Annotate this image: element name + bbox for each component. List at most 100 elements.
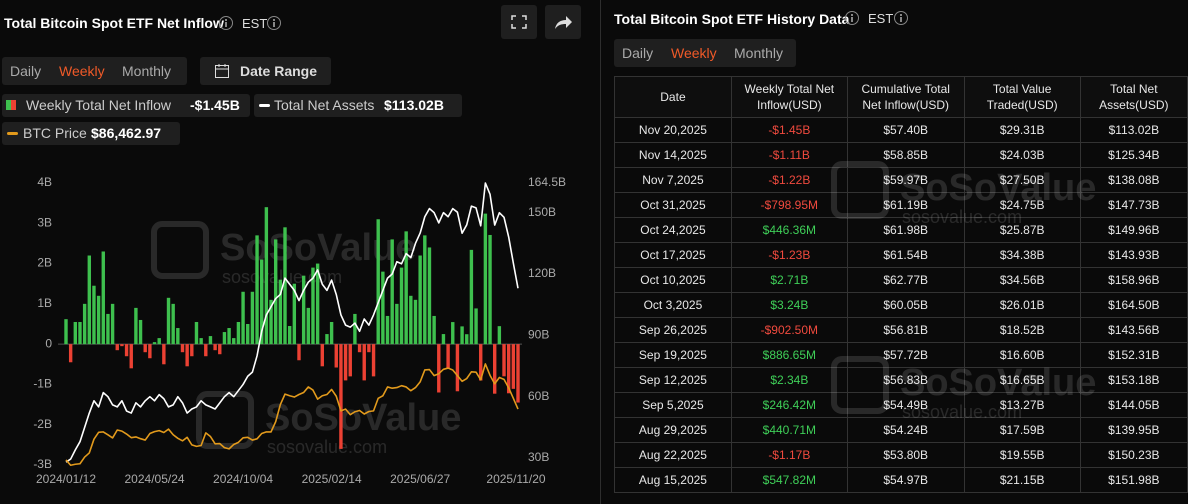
bar — [236, 321, 241, 345]
legend-item[interactable]: BTC Price $86,462.97 — [2, 122, 180, 145]
tab[interactable]: Weekly — [671, 45, 717, 61]
bar — [301, 275, 306, 345]
table-row: Sep 19,2025 $886.65M $57.72B $16.60B $152.31… — [614, 342, 1188, 368]
bar — [246, 324, 250, 345]
table-cell: $58.85B — [846, 142, 965, 168]
bar — [390, 239, 394, 345]
table-cell: $158.96B — [1079, 267, 1188, 293]
tab-group: Daily Weekly Monthly — [2, 57, 187, 85]
bar — [451, 322, 455, 345]
bar — [465, 334, 469, 345]
tab[interactable]: Monthly — [122, 63, 172, 79]
bar — [516, 344, 520, 403]
table-cell: $144.05B — [1079, 392, 1188, 418]
bar — [143, 344, 147, 353]
tab[interactable]: Monthly — [734, 45, 784, 61]
bar — [204, 344, 208, 357]
x-tick-label: 2025/06/27 — [390, 472, 450, 486]
table-cell: $13.27B — [963, 392, 1081, 418]
bar — [474, 308, 478, 345]
x-tick-label: 2025/02/14 — [302, 472, 362, 486]
bar — [418, 255, 422, 345]
bar — [399, 267, 404, 345]
table-row: Aug 15,2025 $547.82M $54.97B $21.15B $151.98… — [614, 467, 1188, 493]
y-tick-label: 3B — [37, 215, 52, 229]
bar — [250, 291, 255, 345]
bar — [511, 344, 516, 389]
bar — [437, 344, 441, 393]
bar — [162, 344, 166, 365]
table-cell: Nov 20,2025 — [614, 117, 732, 143]
table-cell: -$902.50M — [730, 317, 848, 343]
table-row: Nov 7,2025 -$1.22B $59.97B $27.50B $138.08B — [614, 167, 1188, 193]
y-tick-label: -3B — [33, 457, 52, 471]
bar — [460, 326, 464, 345]
bar — [129, 344, 133, 369]
share-button[interactable] — [545, 5, 581, 39]
fullscreen-button[interactable] — [501, 5, 537, 39]
bar — [134, 307, 138, 345]
legend-swatch — [11, 100, 16, 110]
table-cell: Aug 15,2025 — [614, 467, 732, 493]
table-cell: $446.36M — [730, 217, 848, 243]
header-row: Date Weekly Total Net Inflow(USD) Cumulati… — [614, 76, 1188, 118]
table-cell: $61.19B — [846, 192, 965, 218]
bar — [311, 267, 315, 345]
table-row: Aug 29,2025 $440.71M $54.24B $17.59B $139.95… — [614, 417, 1188, 443]
tab[interactable]: Weekly — [59, 63, 105, 79]
bar — [115, 344, 119, 351]
table-body: Nov 20,2025 -$1.45B $57.40B $29.31B $113.02B… — [614, 117, 1188, 493]
line — [65, 182, 519, 463]
legend-item[interactable]: Total Net Assets $113.02B — [254, 94, 462, 117]
info-icon[interactable] — [845, 11, 859, 25]
table-cell: Oct 3,2025 — [614, 292, 732, 318]
bar — [255, 235, 259, 345]
table-cell: $3.24B — [730, 292, 848, 318]
y-tick-label: 0 — [45, 336, 52, 350]
legend-swatch — [6, 100, 11, 110]
bar — [404, 231, 408, 345]
bar — [469, 249, 474, 345]
table-cell: $143.56B — [1079, 317, 1188, 343]
table-row: Nov 20,2025 -$1.45B $57.40B $29.31B $113.02B — [614, 117, 1188, 143]
bar — [190, 344, 194, 357]
tab[interactable]: Daily — [622, 45, 654, 61]
watermark-logo — [196, 391, 254, 449]
table-cell: $57.40B — [846, 117, 965, 143]
table-row: Oct 3,2025 $3.24B $60.05B $26.01B $164.50B — [614, 292, 1188, 318]
bar — [73, 321, 78, 345]
table-cell: $29.31B — [963, 117, 1081, 143]
table-row: Nov 14,2025 -$1.11B $58.85B $24.03B $125.34B — [614, 142, 1188, 168]
table-cell: -$1.11B — [730, 142, 848, 168]
table-row: Oct 10,2025 $2.71B $62.77B $34.56B $158.96B — [614, 267, 1188, 293]
bar — [260, 259, 264, 345]
tab[interactable]: Daily — [10, 63, 42, 79]
table-cell: $25.87B — [963, 217, 1081, 243]
y-tick-label: 2B — [37, 256, 52, 270]
x-tick-label: 2025/11/20 — [486, 472, 545, 486]
legend-item[interactable]: Weekly Total Net Inflow -$1.45B — [2, 94, 250, 117]
share-icon — [555, 16, 572, 29]
table-cell: $24.03B — [963, 142, 1081, 168]
bar — [222, 332, 227, 345]
line — [65, 363, 519, 467]
bar — [306, 307, 311, 345]
bar — [413, 299, 418, 345]
date-range-button[interactable]: Date Range — [200, 57, 331, 85]
legend-swatch — [259, 104, 270, 107]
info-icon[interactable] — [219, 16, 233, 30]
bar — [120, 344, 124, 347]
bar — [185, 344, 189, 367]
bar — [78, 321, 82, 345]
table-cell: $152.31B — [1079, 342, 1188, 368]
history-table: Date Weekly Total Net Inflow(USD) Cumulati… — [614, 76, 1188, 493]
x-tick-label: 2024/05/24 — [125, 472, 185, 486]
table-cell: Sep 19,2025 — [614, 342, 732, 368]
y2-tick-label: 164.5B — [528, 175, 566, 189]
info-icon[interactable] — [894, 11, 908, 25]
table-cell: $151.98B — [1079, 467, 1188, 493]
info-icon[interactable] — [267, 16, 281, 30]
x-tick-label: 2024/10/04 — [213, 472, 273, 486]
bar — [315, 263, 320, 345]
table-row: Oct 24,2025 $446.36M $61.98B $25.87B $149.96… — [614, 217, 1188, 243]
